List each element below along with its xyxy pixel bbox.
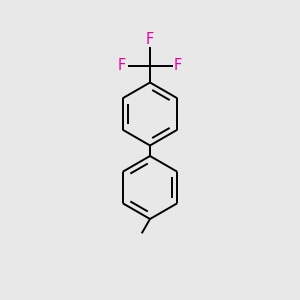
Text: F: F bbox=[174, 58, 182, 74]
Text: F: F bbox=[118, 58, 126, 74]
Text: F: F bbox=[146, 32, 154, 47]
